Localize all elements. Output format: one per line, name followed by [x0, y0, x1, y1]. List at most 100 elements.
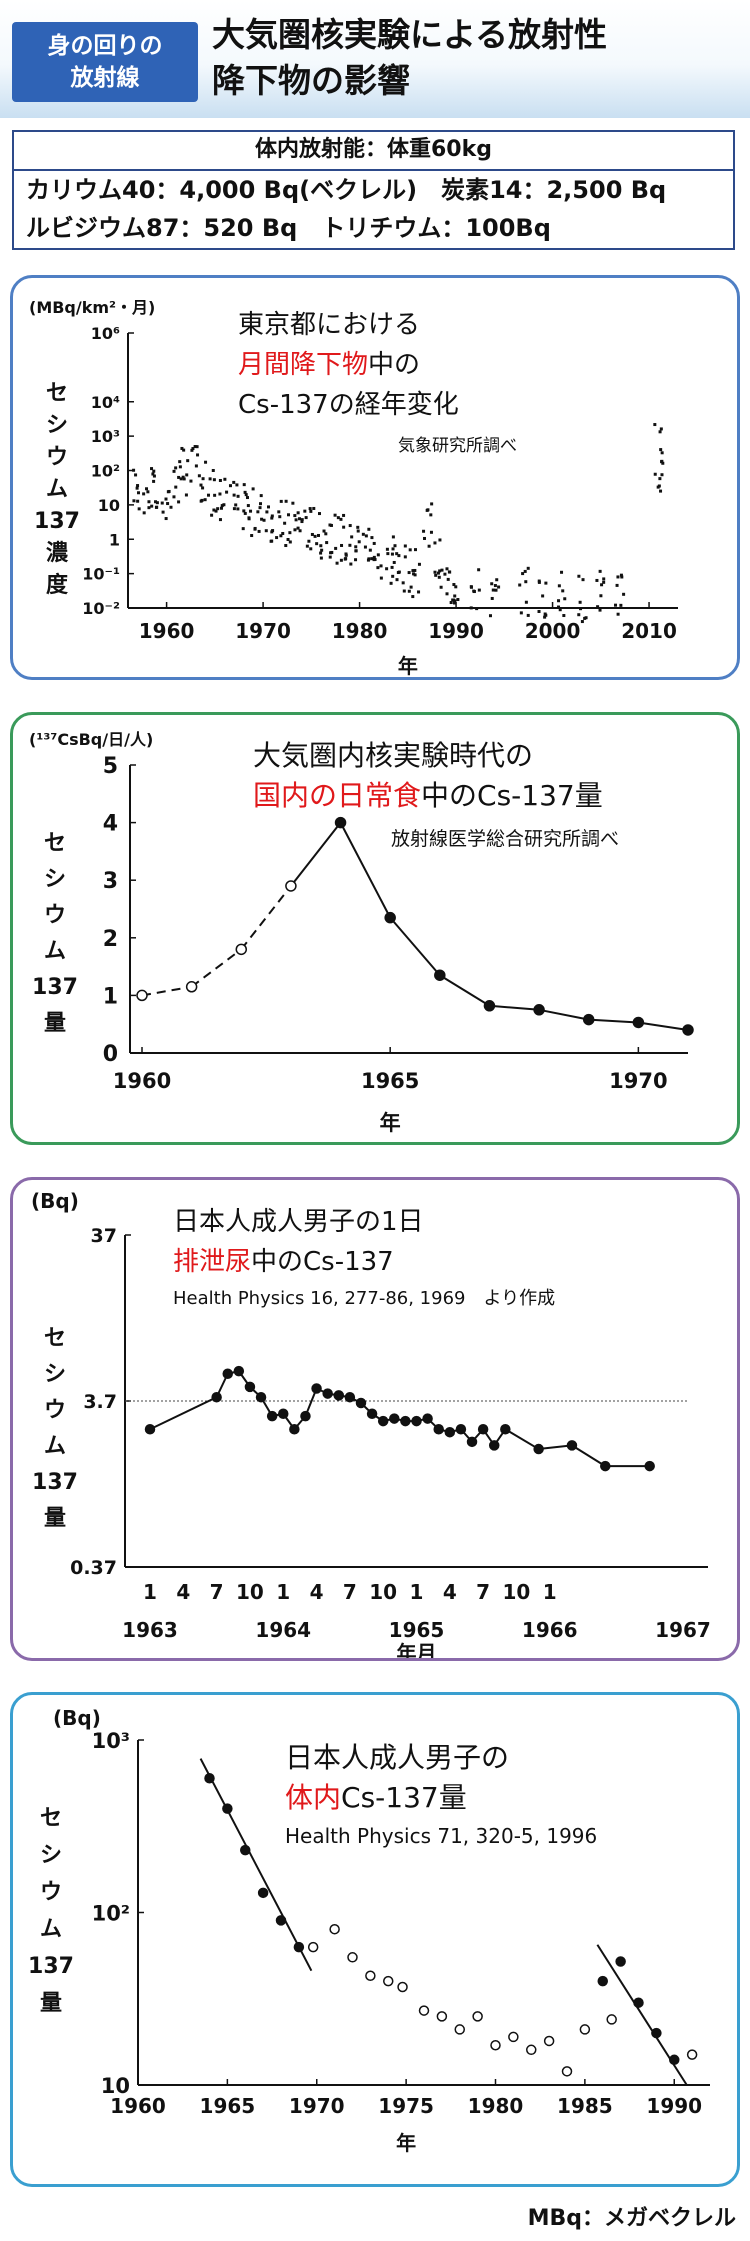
data-point: [177, 500, 181, 504]
data-point: [293, 528, 297, 532]
x-axis-label: 年: [398, 654, 418, 678]
data-point: [644, 1460, 655, 1472]
data-point: [279, 499, 283, 503]
month-tick-label: 10: [236, 1580, 264, 1604]
data-point: [434, 573, 438, 577]
data-point: [298, 517, 302, 521]
data-point: [356, 529, 360, 533]
y-axis-label-3: ム: [40, 1917, 62, 1942]
data-point: [560, 570, 564, 574]
data-point: [147, 506, 151, 510]
data-point: [412, 572, 416, 576]
data-point: [395, 578, 399, 582]
data-point: [166, 490, 170, 494]
data-point: [446, 577, 450, 581]
data-point: [622, 592, 626, 596]
data-point: [270, 516, 274, 520]
data-point: [144, 1424, 156, 1435]
data-point: [361, 532, 365, 536]
data-point: [142, 492, 146, 496]
x-tick-label: 1970: [609, 1069, 667, 1093]
page-title: 大気圏核実験による放射性 降下物の影響: [212, 12, 607, 104]
data-point: [495, 578, 499, 582]
data-point: [411, 595, 415, 599]
data-point: [199, 499, 203, 503]
data-point-open: [508, 2031, 519, 2043]
badge-line2: 放射線: [70, 65, 140, 91]
data-point: [278, 1408, 289, 1420]
y-axis-label-2: ウ: [44, 1398, 66, 1423]
data-point: [385, 547, 389, 551]
data-point: [366, 1408, 378, 1420]
data-point: [403, 544, 407, 548]
data-point: [524, 580, 528, 584]
y-tick-label: 10²: [92, 1902, 130, 1926]
month-tick-label: 1: [276, 1580, 290, 1604]
data-point: [195, 445, 199, 449]
data-point-filled: [293, 1941, 305, 1953]
data-point: [433, 1424, 444, 1435]
data-point: [658, 430, 662, 434]
data-point: [599, 594, 603, 598]
x-tick-label: 2010: [621, 619, 677, 643]
data-point: [659, 427, 663, 431]
data-point: [427, 544, 431, 548]
data-point: [354, 558, 358, 562]
data-point: [214, 509, 218, 513]
x-tick-label: 1970: [235, 619, 291, 643]
data-point: [137, 507, 141, 511]
y-axis-label-4: 137: [34, 509, 80, 534]
data-point-filled: [615, 1956, 626, 1967]
data-point: [616, 575, 620, 579]
data-point-open: [418, 2005, 430, 2016]
data-point: [379, 564, 383, 568]
data-point: [305, 544, 309, 548]
data-point: [199, 483, 203, 487]
data-point: [366, 558, 370, 562]
data-point: [155, 505, 159, 509]
data-point: [342, 513, 346, 517]
data-point: [180, 446, 184, 450]
data-point: [578, 600, 582, 604]
data-point: [433, 541, 437, 545]
fit-line: [199, 1758, 313, 1972]
data-point: [134, 473, 138, 477]
chart-title-suffix: Cs-137量: [341, 1781, 467, 1814]
data-point: [210, 513, 214, 517]
data-point: [524, 600, 528, 604]
chart-panel-monthly-fallout: (MBq/km²・月) セシウム 137 濃度 10⁶ 10⁴ 10³ 10² 10 1 10⁻¹ 1…: [10, 275, 740, 680]
y-tick-label: 10: [101, 2074, 130, 2098]
data-point: [241, 527, 245, 531]
data-point: [490, 596, 494, 600]
data-point: [174, 466, 178, 470]
data-point: [438, 538, 442, 542]
data-point: [196, 453, 200, 457]
data-point: [336, 516, 340, 520]
data-point: [598, 608, 602, 612]
data-point: [426, 508, 430, 512]
data-point: [422, 1413, 433, 1424]
series-segment: [489, 1004, 540, 1011]
data-point: [244, 1381, 256, 1393]
data-point: [185, 981, 198, 993]
data-point: [519, 611, 523, 615]
y-axis-label-1: シ: [44, 1362, 66, 1387]
data-point: [523, 569, 527, 573]
data-point: [600, 583, 604, 587]
data-point: [154, 500, 158, 504]
data-point: [616, 612, 620, 616]
data-point: [333, 1390, 345, 1401]
data-point: [212, 478, 216, 482]
y-unit-label: (MBq/km²・月): [29, 298, 155, 317]
y-axis-label-5: 量: [44, 1011, 66, 1036]
data-point: [293, 514, 297, 518]
data-point: [557, 584, 561, 588]
chart-title-line2: 月間降下物中の: [238, 350, 420, 380]
x-axis-label: 年: [380, 1111, 401, 1135]
data-point: [526, 566, 530, 570]
data-point-filled: [633, 1997, 644, 2008]
data-point: [582, 1013, 595, 1026]
data-point: [300, 520, 304, 524]
data-point-filled: [651, 2027, 662, 2039]
